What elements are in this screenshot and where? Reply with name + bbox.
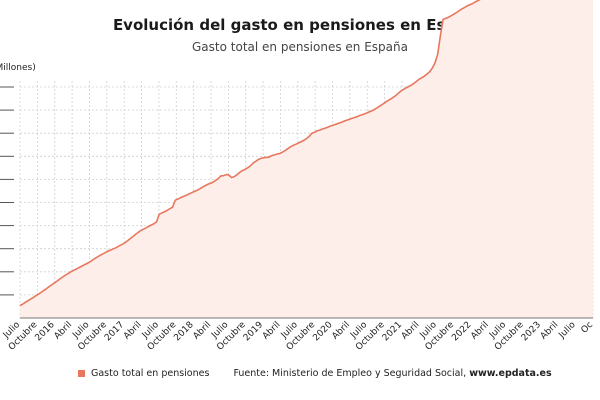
x-tick-label: Abril: [469, 320, 491, 342]
x-tick-label: 2017: [103, 320, 126, 343]
chart-title: Evolución del gasto en pensiones en Espa…: [112, 16, 488, 34]
x-tick-label: 2019: [242, 320, 265, 343]
x-tick-label: 2016: [34, 320, 57, 343]
x-tick-label: 2022: [450, 320, 473, 343]
legend-label: Gasto total en pensiones: [91, 368, 210, 379]
x-tick-label: 2018: [172, 320, 195, 343]
x-tick-label: Abril: [400, 320, 422, 342]
area-fill: [20, 0, 593, 318]
legend-swatch: [78, 370, 85, 377]
x-tick-label: Abril: [53, 320, 75, 342]
y-axis-unit-label: (Millones): [0, 63, 36, 73]
x-tick-label: Abril: [122, 320, 144, 342]
x-tick-label: Abril: [261, 320, 283, 342]
chart-subtitle: Gasto total en pensiones en España: [192, 40, 408, 54]
x-tick-label: Abril: [539, 320, 561, 342]
x-tick-label: Julio: [557, 320, 578, 341]
x-tick-label: Abril: [330, 320, 352, 342]
chart-footer: Gasto total en pensiones Fuente: Ministe…: [78, 368, 552, 379]
series-line: [19, 0, 481, 307]
x-tick-label: 2023: [520, 320, 543, 343]
source-text: Fuente: Ministerio de Empleo y Seguridad…: [233, 368, 467, 379]
source-link[interactable]: www.epdata.es: [469, 368, 552, 379]
x-tick-label: 2021: [381, 320, 404, 343]
x-tick-label: Oc: [580, 320, 596, 336]
x-tick-label: Abril: [191, 320, 213, 342]
x-tick-label: 2020: [311, 320, 334, 343]
